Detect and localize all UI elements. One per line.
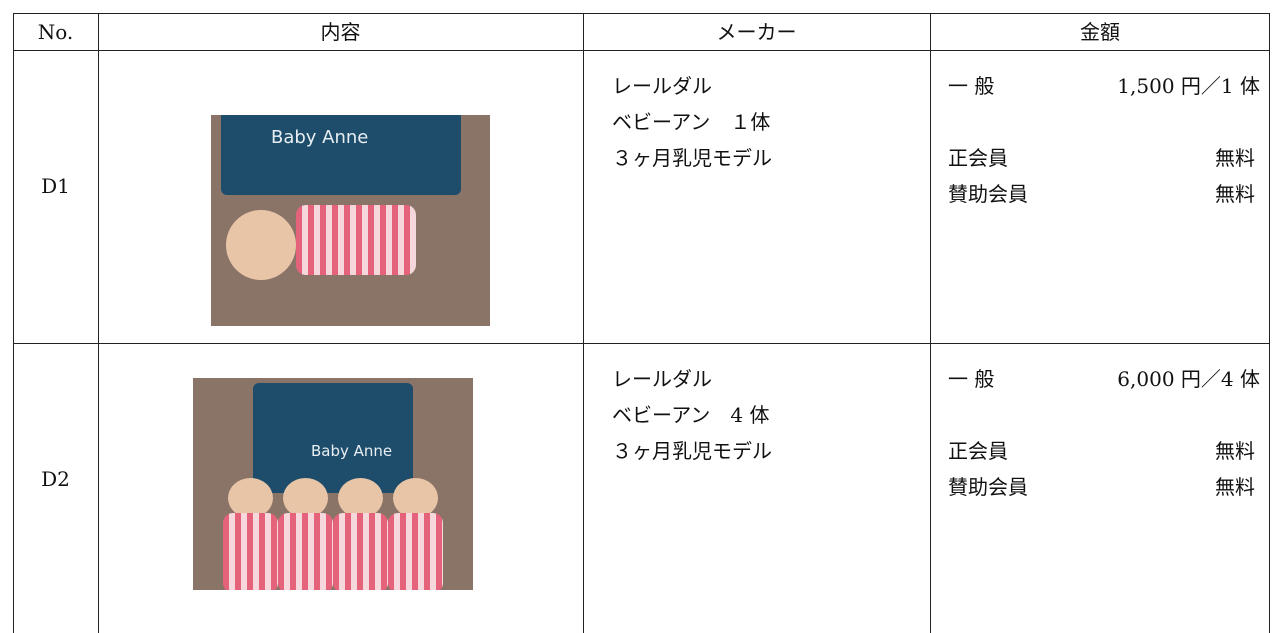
bag	[253, 383, 413, 493]
doll	[223, 513, 278, 590]
maker-line: レールダル	[612, 74, 712, 98]
product-photo: Baby Anne	[211, 115, 490, 326]
doll	[278, 513, 333, 590]
member-fee: 無料	[1215, 146, 1255, 170]
maker-line: ３ヶ月乳児モデル	[612, 146, 772, 170]
table-border	[930, 13, 931, 633]
member-label: 正会員	[948, 146, 1008, 170]
product-photo: Baby Anne	[193, 378, 473, 590]
member-label: 賛助会員	[948, 475, 1028, 499]
bag	[221, 115, 461, 195]
price-value: 6,000 円／4 体	[1117, 367, 1260, 391]
maker-line: ベビーアン 4 体	[612, 403, 770, 427]
bag-label: Baby Anne	[311, 442, 393, 460]
table-border	[13, 13, 14, 633]
doll	[333, 513, 388, 590]
header-cell: No.	[37, 20, 74, 44]
doll-head	[393, 478, 438, 518]
doll-head	[226, 210, 296, 280]
table-border	[13, 50, 1270, 51]
member-label: 正会員	[948, 439, 1008, 463]
doll-head	[283, 478, 328, 518]
doll	[388, 513, 443, 590]
bag-label: Baby Anne	[271, 127, 369, 148]
price-value: 1,500 円／1 体	[1117, 74, 1260, 98]
table-border	[98, 13, 99, 633]
doll-head	[228, 478, 273, 518]
doll	[296, 205, 416, 275]
doll-head	[338, 478, 383, 518]
member-fee: 無料	[1215, 439, 1255, 463]
member-fee: 無料	[1215, 182, 1255, 206]
table-border	[13, 13, 1270, 14]
table-border	[13, 343, 1270, 344]
table-border	[583, 13, 584, 633]
maker-line: レールダル	[612, 367, 712, 391]
price-label: 一 般	[948, 74, 995, 98]
row-number: D1	[41, 174, 70, 198]
price-label: 一 般	[948, 367, 995, 391]
header-cell: メーカー	[716, 20, 797, 44]
header-cell: 金額	[1080, 20, 1120, 44]
member-fee: 無料	[1215, 475, 1255, 499]
table-border	[1269, 13, 1270, 633]
maker-line: ３ヶ月乳児モデル	[612, 439, 772, 463]
member-label: 賛助会員	[948, 182, 1028, 206]
row-number: D2	[41, 467, 70, 491]
maker-line: ベビーアン １体	[612, 110, 771, 134]
header-cell: 内容	[320, 20, 361, 44]
